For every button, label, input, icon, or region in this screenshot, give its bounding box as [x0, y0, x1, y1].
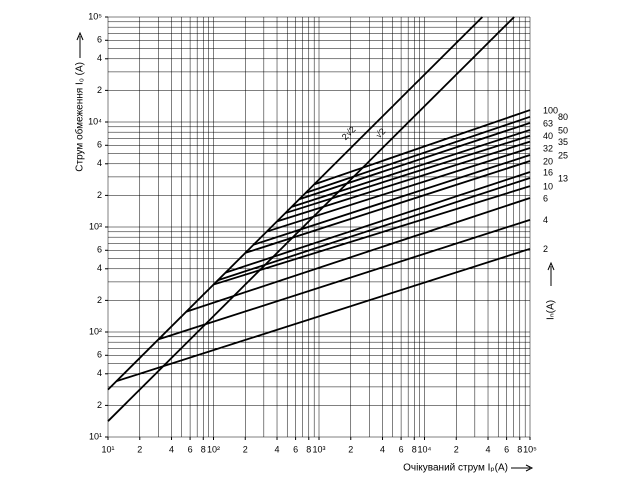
series-label: 16	[543, 167, 553, 177]
x-tick-label: 6	[188, 444, 193, 454]
x-axis-arrow-head	[525, 464, 534, 472]
series-label: 80	[558, 112, 568, 122]
y-tick-label: 6	[97, 350, 102, 360]
x-tick-label: 4	[486, 444, 491, 454]
y-axis-label: Струм обмеження I₀ (A)	[74, 62, 86, 172]
fuse-curve	[253, 154, 531, 246]
fuse-curve	[276, 140, 531, 223]
fuse-curve	[298, 122, 531, 201]
y-tick-label: 6	[97, 35, 102, 45]
series-label: 35	[558, 137, 568, 147]
fuse-curve	[185, 197, 531, 313]
x-tick-label: 10³	[312, 444, 325, 454]
fuse-curve	[213, 185, 531, 286]
x-axis-label: Очікуваний струм Iₚ(A)	[403, 463, 508, 474]
y-axis-arrow-head	[76, 31, 84, 41]
series-label: 32	[543, 143, 553, 153]
x-tick-label: 4	[275, 444, 280, 454]
fuse-curve	[305, 115, 531, 194]
x-tick-label: 8	[306, 444, 311, 454]
y-tick-label: 4	[97, 263, 102, 273]
x-tick-label: 2	[243, 444, 248, 454]
series-label: 10	[543, 182, 553, 192]
x-tick-label: 10⁵	[523, 444, 537, 454]
y-tick-label: 2	[97, 85, 102, 95]
y-tick-label: 10⁴	[88, 116, 102, 126]
series-label: 40	[543, 131, 553, 141]
reference-line	[107, 16, 483, 391]
y-tick-label: 2	[97, 190, 102, 200]
x-tick-label: 6	[293, 444, 298, 454]
fuse-curve	[266, 147, 531, 233]
y-tick-label: 10⁵	[88, 11, 102, 21]
x-tick-label: 2	[454, 444, 459, 454]
series-label: 50	[558, 125, 568, 135]
series-label: 6	[543, 193, 548, 203]
x-tick-label: 10¹	[101, 444, 114, 454]
y-tick-label: 4	[97, 53, 102, 63]
y-tick-label: 4	[97, 158, 102, 168]
x-tick-label: 8	[517, 444, 522, 454]
y-tick-label: 10²	[89, 326, 102, 336]
series-label: 100	[543, 105, 558, 115]
y-tick-label: 4	[97, 368, 102, 378]
x-tick-label: 8	[201, 444, 206, 454]
x-tick-label: 10⁴	[418, 444, 432, 454]
fuse-curve	[291, 129, 531, 208]
legend-arrow-head	[547, 261, 555, 271]
fuse-curve	[225, 171, 531, 274]
series-label: 2	[543, 244, 548, 254]
fuse-curve	[313, 109, 531, 186]
x-tick-label: 4	[169, 444, 174, 454]
x-tick-label: 2	[348, 444, 353, 454]
x-tick-label: 8	[412, 444, 417, 454]
legend-title: Iₙ(A)	[546, 300, 557, 320]
series-label: 63	[543, 118, 553, 128]
fuse-curve	[116, 247, 531, 383]
y-tick-label: 2	[97, 295, 102, 305]
fuse-curve	[285, 134, 531, 214]
y-tick-label: 6	[97, 140, 102, 150]
series-label: 20	[543, 156, 553, 166]
series-label: 25	[558, 150, 568, 160]
y-tick-label: 10³	[89, 221, 102, 231]
y-tick-label: 10¹	[89, 431, 102, 441]
x-tick-label: 10²	[207, 444, 220, 454]
reference-line	[107, 16, 515, 422]
fuse-curve	[217, 177, 531, 282]
x-tick-label: 2	[137, 444, 142, 454]
y-tick-label: 6	[97, 245, 102, 255]
x-tick-label: 6	[504, 444, 509, 454]
series-label: 13	[558, 173, 568, 183]
y-tick-label: 2	[97, 400, 102, 410]
x-tick-label: 6	[399, 444, 404, 454]
series-label: 4	[543, 215, 548, 225]
fuse-curve	[244, 160, 531, 254]
fuse-curve	[158, 218, 531, 341]
x-tick-label: 4	[380, 444, 385, 454]
